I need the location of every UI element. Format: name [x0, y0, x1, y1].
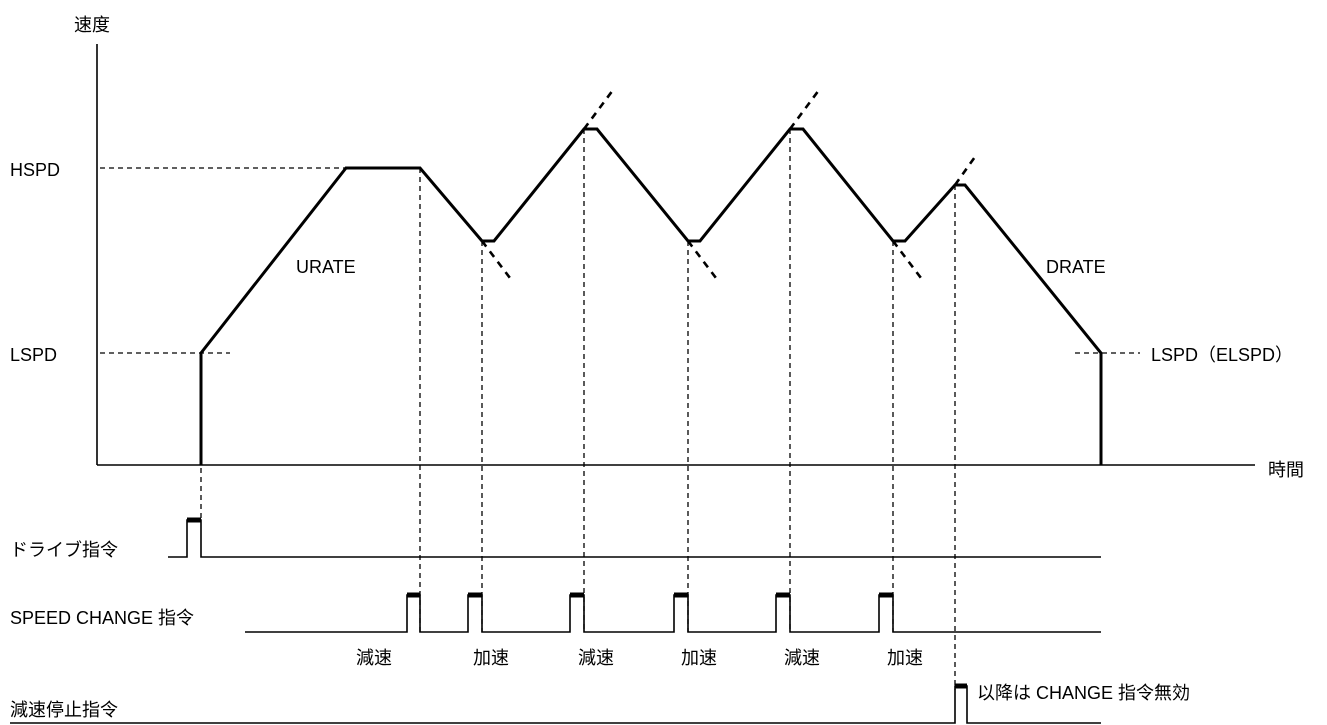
drate-label: DRATE	[1046, 257, 1106, 277]
drive-command-signal	[168, 519, 1101, 558]
drive-command-label: ドライブ指令	[10, 539, 118, 560]
slope-extension	[582, 89, 615, 130]
urate-label: URATE	[296, 257, 356, 277]
change-label-accel: 加速	[887, 648, 923, 668]
y-axis-label: 速度	[74, 15, 110, 35]
slope-extension	[480, 240, 512, 279]
x-axis-label: 時間	[1268, 460, 1304, 480]
change-disabled-note: 以降は CHANGE 指令無効	[977, 683, 1190, 703]
decel-stop-command-signal	[10, 685, 1101, 724]
change-label-accel: 加速	[681, 648, 717, 668]
speed-change-command-signal	[245, 594, 1101, 633]
slope-extension	[686, 240, 718, 279]
speed-change-command-label: SPEED CHANGE 指令	[10, 608, 194, 628]
speed-profile-curve	[199, 127, 1103, 465]
change-labels: 減速 加速 減速 加速 減速 加速	[356, 648, 923, 668]
slope-extension	[788, 89, 821, 130]
change-label-decel: 減速	[784, 648, 820, 668]
change-label-decel: 減速	[356, 648, 392, 668]
change-label-decel: 減速	[578, 648, 614, 668]
time-guide-lines	[200, 129, 956, 690]
change-label-accel: 加速	[473, 648, 509, 668]
slope-extension	[953, 153, 979, 186]
lspd-label: LSPD	[10, 345, 57, 365]
lspd-elspd-label: LSPD（ELSPD）	[1151, 345, 1293, 365]
hspd-label: HSPD	[10, 160, 60, 180]
slope-extension	[891, 240, 923, 279]
slope-extensions	[480, 89, 979, 279]
decel-stop-command-label: 減速停止指令	[10, 700, 118, 720]
